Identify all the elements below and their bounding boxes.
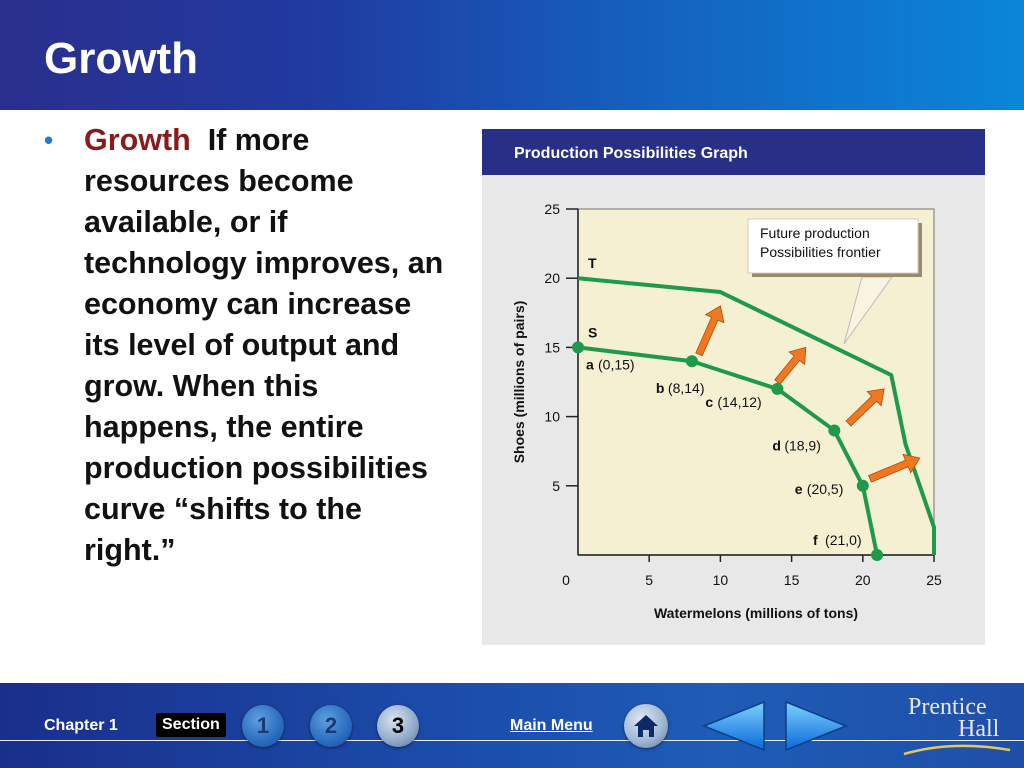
data-point-c	[771, 382, 784, 395]
section-3-button[interactable]: 3	[377, 705, 419, 747]
footer-divider	[0, 740, 1024, 741]
x-tick-label: 20	[855, 572, 871, 588]
title-bar: Growth	[0, 0, 1024, 110]
section-1-button[interactable]: 1	[242, 705, 284, 747]
point-coord-a: (0,15)	[598, 356, 635, 372]
point-letter-c: c	[705, 394, 713, 410]
shift-arrow	[845, 388, 885, 427]
x-tick-label: 10	[713, 572, 729, 588]
series-name-label: T	[588, 255, 597, 271]
point-letter-f: f	[813, 532, 818, 548]
series-name-label: S	[588, 324, 597, 340]
point-letter-e: e	[795, 481, 803, 497]
arrow-right-icon	[785, 700, 849, 752]
production-possibilities-chart: 0 5 10 15 20 25 5 10 15 20 25 Watermelons (millions…	[511, 201, 942, 621]
bullet-paragraph: Growth If more resources become availabl…	[84, 120, 454, 571]
brand-line-2: Hall	[958, 716, 1000, 742]
data-point-f	[871, 549, 884, 561]
point-coord-b: (8,14)	[668, 380, 705, 396]
point-coord-c: (14,12)	[717, 394, 761, 410]
y-tick-label: 10	[544, 409, 560, 425]
bullet-marker: •	[44, 125, 54, 155]
y-axis-label: Shoes (millions of pairs)	[511, 301, 527, 464]
point-letter-d: d	[772, 437, 781, 453]
x-tick-label: 15	[784, 572, 800, 588]
point-coord-f: (21,0)	[825, 532, 862, 548]
home-icon	[634, 715, 658, 737]
shift-arrow	[868, 453, 921, 483]
main-menu-link[interactable]: Main Menu	[510, 717, 593, 734]
logo-swoosh	[903, 744, 1011, 756]
point-letter-a: a	[586, 356, 594, 372]
chart-panel: Production Possibilities Graph 0 5 10 15 20 2…	[482, 129, 985, 645]
callout-box	[747, 218, 919, 274]
point-letter-b: b	[656, 380, 665, 396]
x-axis-label: Watermelons (millions of tons)	[654, 605, 858, 621]
data-point-d	[828, 424, 841, 437]
shift-arrow	[695, 305, 725, 357]
next-button[interactable]	[780, 698, 850, 754]
brand-line-1: Prentice	[908, 694, 987, 720]
bullet-term: Growth	[84, 123, 191, 157]
section-label: Section	[156, 713, 226, 737]
chart-title: Production Possibilities Graph	[514, 145, 748, 162]
y-tick-label: 20	[544, 270, 560, 286]
slide-title: Growth	[44, 34, 198, 83]
x-tick-label: 5	[645, 572, 653, 588]
y-tick-label: 25	[544, 201, 560, 217]
section-2-button[interactable]: 2	[310, 705, 352, 747]
bullet-body: If more resources become available, or i…	[84, 123, 444, 567]
data-point-b	[685, 355, 698, 368]
y-tick-label: 15	[544, 339, 560, 355]
previous-button[interactable]	[700, 698, 770, 754]
point-coord-d: (18,9)	[784, 437, 821, 453]
chart-header: Production Possibilities Graph	[482, 129, 985, 175]
home-button[interactable]	[624, 704, 668, 748]
callout-text-line-1: Future production	[760, 225, 870, 241]
x-tick-label: 25	[926, 572, 942, 588]
shift-arrow	[774, 346, 807, 385]
arrow-left-icon	[701, 700, 765, 752]
prentice-hall-logo: Prentice Hall	[902, 694, 1012, 760]
y-tick-label: 5	[552, 478, 560, 494]
data-point-a	[572, 341, 584, 354]
data-point-e	[856, 479, 869, 492]
point-coord-e: (20,5)	[807, 481, 844, 497]
series-line-t	[577, 276, 936, 555]
chapter-link[interactable]: Chapter 1	[44, 717, 118, 734]
callout-text-line-2: Possibilities frontier	[760, 244, 881, 260]
x-tick-label: 0	[562, 572, 570, 588]
series-line-s	[577, 345, 879, 556]
